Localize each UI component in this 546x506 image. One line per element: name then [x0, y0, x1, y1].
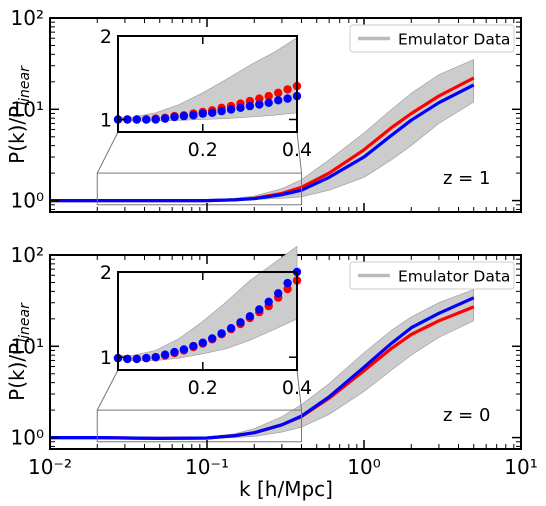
inset-point-series-2 [179, 111, 189, 121]
y-tick-label: 10¹ [11, 334, 44, 358]
inset-point-series-2 [151, 353, 160, 362]
inset-point-series-2 [274, 96, 283, 105]
inset-point-series-1 [264, 91, 273, 101]
inset-point-series-2 [198, 338, 207, 347]
zoom-box [96, 409, 303, 443]
inset-frame [117, 35, 298, 133]
zoom-connector [296, 369, 303, 411]
inset-point-series-2 [245, 101, 255, 111]
redshift-annotation: z = 0 [443, 405, 490, 426]
inset-point-series-2 [283, 94, 292, 103]
inset-point-series-1 [283, 85, 292, 94]
legend: Emulator Data [349, 261, 515, 290]
inset-point-series-2 [160, 114, 170, 123]
y-axis-label-sub: linear [17, 65, 33, 106]
inset-y-tick-label: 2 [100, 26, 112, 48]
y-tick-label: 10⁰ [11, 426, 44, 450]
axes-frame [49, 17, 522, 213]
inset-point-series-2 [179, 345, 189, 354]
inset-point-series-2 [226, 324, 236, 333]
inset-frame [117, 271, 298, 371]
inset-point-series-2 [274, 289, 283, 298]
series-line-2 [50, 83, 475, 203]
zoom-connector [96, 131, 119, 174]
legend: Emulator Data [349, 24, 515, 53]
inset-point-series-2 [208, 334, 217, 343]
inset-top: 0.2 0.4 1 2 [100, 26, 312, 161]
y-axis-label-sub: linear [17, 302, 33, 343]
inset-point-series-2 [217, 106, 226, 116]
inset-point-series-1 [274, 88, 283, 98]
inset-point-series-2 [142, 353, 151, 363]
inset-point-series-2 [160, 350, 170, 359]
panel-bottom: 10⁻² 10⁻¹ 10⁰ 10¹ 10⁰ 10¹ 10² Emulator Data z = … [11, 243, 538, 479]
x-axis-label: k [h/Mpc] [239, 477, 333, 501]
y-axis-label-top: P(k)/Plinear [5, 65, 33, 164]
inset-point-series-2 [255, 305, 264, 314]
zoom-connector [296, 131, 303, 174]
inset-point-series-2 [132, 354, 141, 364]
inset-point-series-2 [198, 109, 207, 118]
inset-x-tick-label: 0.4 [282, 139, 312, 161]
y-tick-label: 10² [11, 6, 44, 30]
inset-point-series-2 [132, 115, 141, 124]
inset-y-tick-label: 1 [100, 347, 112, 369]
inset-bottom: 0.2 0.4 1 2 [100, 245, 312, 399]
inset-point-series-2 [217, 329, 226, 338]
inset-y-tick-label: 2 [100, 262, 112, 284]
panel-top: 10⁰ 10¹ 10² Emulator Data z = 1 0.2 0.4 1 2 [11, 6, 522, 213]
zoom-connector [96, 369, 119, 411]
inset-point-series-2 [123, 354, 132, 364]
inset-point-series-2 [245, 312, 255, 321]
inset-point-series-1 [283, 284, 292, 294]
inset-x-tick-label: 0.2 [188, 377, 218, 399]
inset-point-series-2 [264, 297, 273, 306]
inset-x-tick-label: 0.4 [282, 377, 312, 399]
inset-point-series-2 [123, 115, 132, 124]
y-axis-label-bottom: P(k)/Plinear [5, 302, 33, 401]
y-axis-label-main: P(k)/P [5, 106, 29, 164]
inset-point-series-2 [170, 112, 179, 122]
x-tick-label: 10¹ [504, 455, 537, 479]
x-tick-label: 10⁻¹ [185, 455, 229, 479]
legend-frame [349, 261, 515, 290]
y-tick-label: 10¹ [11, 97, 44, 121]
inset-point-series-2 [170, 347, 179, 357]
inset-point-series-2 [236, 103, 245, 113]
inset-point-series-2 [151, 115, 160, 124]
legend-label: Emulator Data [398, 268, 510, 286]
zoom-box [96, 172, 303, 206]
legend-frame [349, 24, 515, 53]
inset-point-series-2 [189, 111, 198, 120]
y-axis-label-main: P(k)/P [5, 343, 29, 401]
inset-point-series-2 [142, 115, 151, 124]
y-tick-label: 10² [11, 243, 44, 267]
inset-point-series-2 [236, 318, 245, 327]
redshift-annotation: z = 1 [443, 168, 490, 189]
legend-label: Emulator Data [398, 31, 510, 49]
inset-point-series-2 [264, 98, 273, 108]
inset-y-tick-label: 1 [100, 109, 112, 131]
x-tick-label: 10⁻² [28, 455, 72, 479]
inset-point-series-2 [208, 108, 217, 118]
series-line-2 [50, 296, 475, 440]
x-tick-label: 10⁰ [347, 455, 380, 479]
inset-point-series-2 [255, 100, 264, 109]
inset-x-tick-label: 0.2 [188, 139, 218, 161]
inset-point-series-2 [283, 278, 292, 288]
inset-point-series-2 [189, 341, 198, 351]
emulator-band [50, 288, 474, 440]
y-tick-label: 10⁰ [11, 189, 44, 213]
inset-point-series-2 [226, 105, 236, 114]
inset-point-series-1 [255, 94, 264, 103]
